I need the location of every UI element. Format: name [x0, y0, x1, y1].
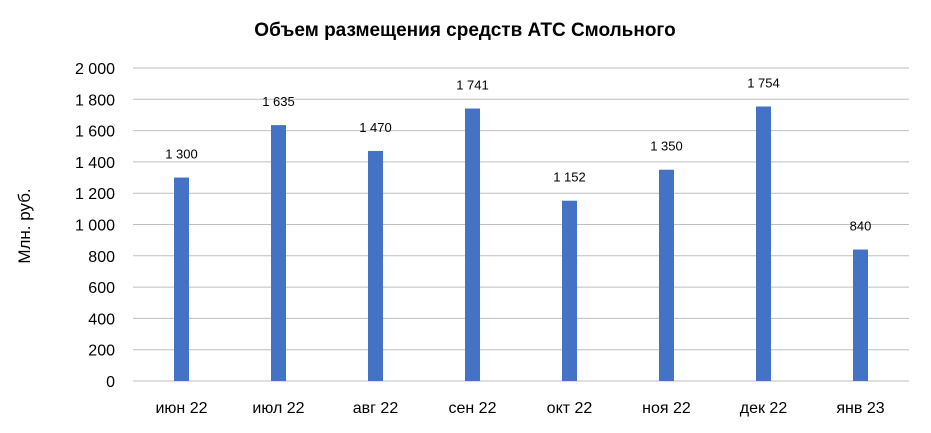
- y-tick-label: 600: [88, 280, 115, 297]
- y-tick-label: 1 000: [75, 218, 115, 235]
- bar-6: [659, 169, 674, 381]
- data-label: 1 152: [553, 170, 586, 185]
- y-tick-label: 1 600: [75, 124, 115, 141]
- data-label: 840: [850, 219, 872, 234]
- data-label: 1 635: [262, 94, 295, 109]
- data-label: 1 754: [747, 75, 780, 90]
- y-tick-label: 1 800: [75, 92, 115, 109]
- x-tick-label: окт 22: [547, 400, 593, 417]
- data-label: 1 350: [650, 139, 683, 154]
- y-tick-label: 2 000: [75, 61, 115, 78]
- y-axis-label: Млн. руб.: [15, 188, 34, 263]
- x-tick-label: авг 22: [353, 400, 399, 417]
- x-tick-label: ноя 22: [642, 400, 691, 417]
- bar-2: [271, 125, 286, 381]
- y-tick-label: 1 400: [75, 155, 115, 172]
- bar-5: [562, 200, 577, 381]
- y-tick-label: 200: [88, 343, 115, 360]
- x-tick-label: янв 23: [836, 400, 884, 417]
- y-tick-label: 800: [88, 249, 115, 266]
- x-tick-label: дек 22: [740, 400, 788, 417]
- data-label: 1 300: [165, 147, 198, 162]
- y-tick-label: 1 200: [75, 186, 115, 203]
- data-label: 1 741: [456, 78, 489, 93]
- bar-1: [174, 177, 189, 381]
- x-tick-label: сен 22: [449, 400, 497, 417]
- bar-8: [853, 249, 868, 381]
- bar-4: [465, 108, 480, 381]
- y-tick-label: 0: [106, 374, 115, 391]
- data-label: 1 470: [359, 120, 392, 135]
- plot-area: 0 200 400 600 800 1 000 1 200 1 400 1 600 1 800 2 …: [75, 61, 909, 417]
- bar-3: [368, 150, 383, 381]
- y-tick-label: 400: [88, 311, 115, 328]
- x-tick-label: июн 22: [155, 400, 207, 417]
- x-tick-label: июл 22: [252, 400, 304, 417]
- chart-title: Объем размещения средств АТС Смольного: [254, 20, 675, 41]
- bar-7: [756, 106, 771, 382]
